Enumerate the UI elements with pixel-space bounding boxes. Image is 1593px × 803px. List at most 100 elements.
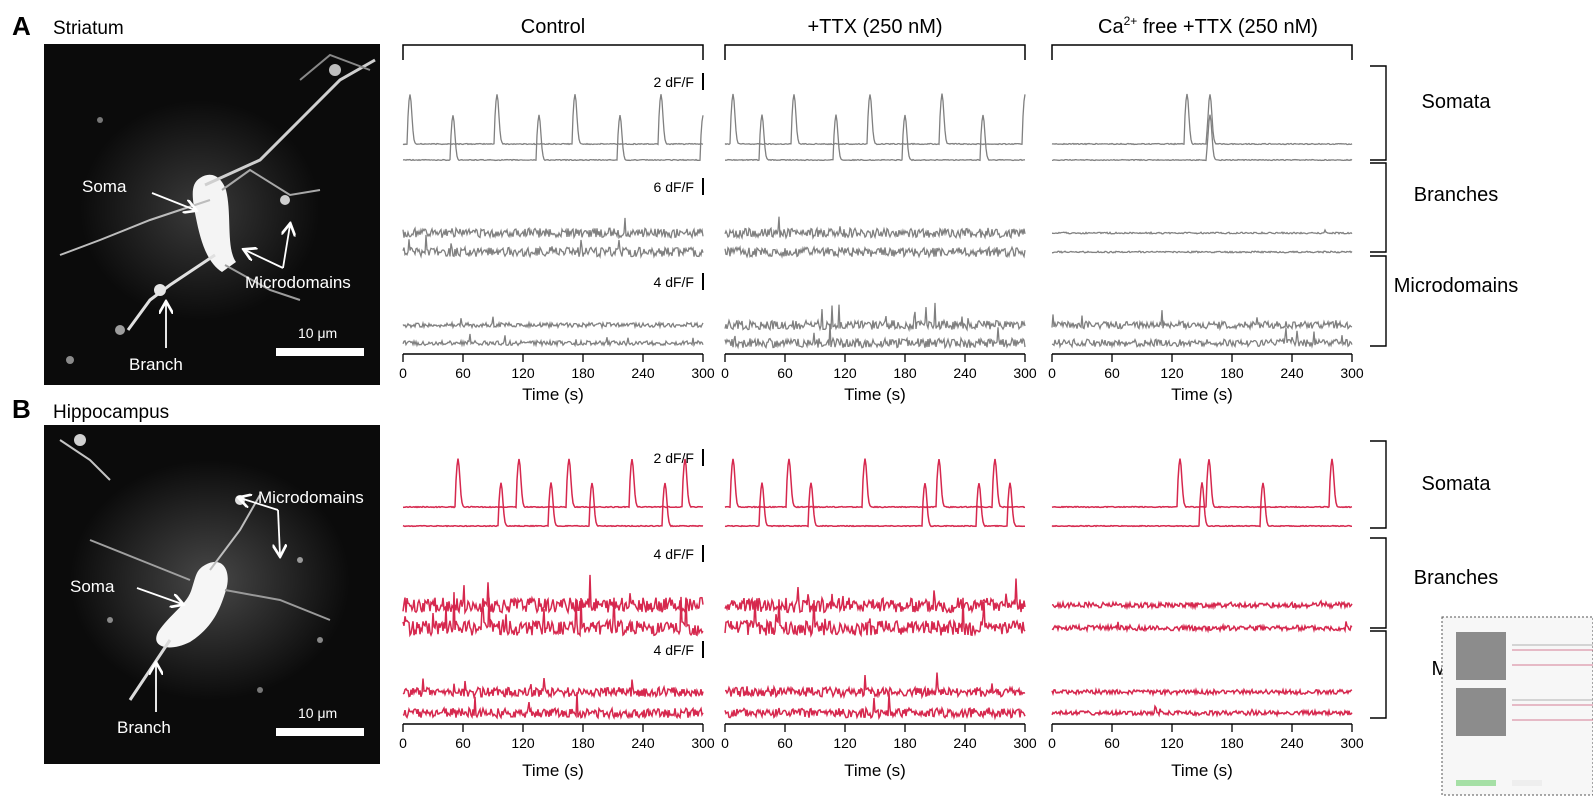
- trace-a-micro-cafree-1: [1051, 310, 1353, 331]
- x-tick-label: 300: [1340, 365, 1364, 381]
- x-tick-label: 0: [1048, 735, 1056, 751]
- scale-label-a: 10 μm: [298, 325, 337, 341]
- row-bracket-b-2: [1370, 630, 1387, 719]
- x-tick-label: 180: [1220, 735, 1244, 751]
- row-bracket-a-2: [1370, 255, 1387, 347]
- x-tick-label: 240: [631, 735, 655, 751]
- x-tick-label: 240: [631, 365, 655, 381]
- trace-b-micro-ttx-1: [725, 672, 1026, 700]
- scale-bar-b: [276, 728, 364, 736]
- scale-bar-a: [276, 348, 364, 356]
- trace-a-branch-ttx-1: [724, 216, 1026, 240]
- x-tick-label: 120: [511, 365, 535, 381]
- trace-a-branch-cafree-2: [1051, 250, 1353, 254]
- branch-label-b: Branch: [117, 718, 171, 737]
- row-label-b-0: Somata: [1422, 473, 1492, 495]
- x-axis-label-b-cafree: Time (s): [1171, 761, 1233, 780]
- trace-a-branch-control-2: [402, 234, 704, 259]
- trace-b-soma-ttx-2: [724, 482, 1025, 528]
- trace-a-micro-cafree-2: [1051, 327, 1353, 349]
- x-axis-label-a-control: Time (s): [522, 385, 584, 404]
- scalebar-label-b-0: 2 dF/F: [654, 450, 694, 466]
- row-label-a-0: Somata: [1422, 91, 1492, 113]
- traces: [402, 93, 1353, 721]
- trace-b-micro-ttx-2: [724, 693, 1026, 721]
- x-tick-label: 0: [721, 365, 729, 381]
- micrograph-striatum: Soma Microdomains Branch 10 μm: [44, 44, 380, 385]
- row-label-a-1: Branches: [1414, 184, 1499, 206]
- x-tick-label: 60: [455, 735, 471, 751]
- condition-bracket-cafree: [1051, 44, 1353, 60]
- scalebar-label-a-1: 6 dF/F: [654, 179, 694, 195]
- x-tick-label: 300: [1013, 365, 1037, 381]
- branch-label-a: Branch: [129, 355, 183, 374]
- panel-b: B Hippocampus Microdomains Soma Branch 1: [12, 394, 380, 764]
- x-tick-label: 120: [1160, 365, 1184, 381]
- scalebar-label-a-0: 2 dF/F: [654, 74, 694, 90]
- scalebar-label-b-1: 4 dF/F: [654, 546, 694, 562]
- scale-label-b: 10 μm: [298, 705, 337, 721]
- panel-a-region: Striatum: [53, 18, 124, 39]
- x-tick-label: 60: [455, 365, 471, 381]
- panel-b-region: Hippocampus: [53, 402, 169, 423]
- x-tick-label: 240: [953, 735, 977, 751]
- x-tick-label: 240: [1280, 365, 1304, 381]
- trace-a-branch-control-1: [402, 217, 704, 240]
- x-tick-label: 60: [1104, 735, 1120, 751]
- x-tick-label: 180: [571, 735, 595, 751]
- trace-a-soma-cafree-2: [1051, 114, 1353, 162]
- x-axis-label-a-ttx: Time (s): [844, 385, 906, 404]
- trace-a-branch-ttx-2: [724, 244, 1026, 259]
- x-axis-label-b-control: Time (s): [522, 761, 584, 780]
- x-tick-label: 60: [1104, 365, 1120, 381]
- micrograph-hippocampus: Microdomains Soma Branch 10 μm: [44, 425, 380, 764]
- row-bracket-a-1: [1370, 162, 1387, 253]
- trace-a-micro-control-2: [402, 333, 704, 348]
- trace-a-soma-control-2: [402, 114, 704, 162]
- scalebar-label-b-2: 4 dF/F: [654, 642, 694, 658]
- x-axis-label-b-ttx: Time (s): [844, 761, 906, 780]
- condition-bracket-ttx: [724, 44, 1026, 60]
- axes: 2 dF/F 6 dF/F 4 dF/F 0 60 120 180 240 300 Time (s…: [399, 73, 1364, 780]
- x-tick-label: 240: [953, 365, 977, 381]
- panel-a-letter: A: [12, 11, 31, 41]
- row-bracket-b-0: [1370, 440, 1387, 529]
- x-tick-label: 60: [777, 365, 793, 381]
- row-label-b-1: Branches: [1414, 567, 1499, 589]
- trace-b-micro-control-2: [402, 692, 704, 721]
- trace-b-soma-cafree-1: [1051, 458, 1353, 509]
- trace-a-branch-cafree-1: [1051, 228, 1353, 235]
- x-tick-label: 180: [571, 365, 595, 381]
- trace-a-micro-control-1: [402, 316, 704, 330]
- trace-b-micro-control-1: [402, 678, 704, 699]
- trace-a-micro-ttx-1: [724, 302, 1026, 333]
- trace-a-soma-control-1: [402, 94, 704, 146]
- trace-b-branch-ttx-2: [724, 597, 1026, 638]
- x-tick-label: 0: [399, 735, 407, 751]
- panel-b-letter: B: [12, 394, 31, 424]
- x-tick-label: 120: [1160, 735, 1184, 751]
- x-tick-label: 240: [1280, 735, 1304, 751]
- trace-b-micro-cafree-1: [1051, 687, 1353, 697]
- x-tick-label: 300: [1340, 735, 1364, 751]
- microdomains-label-a: Microdomains: [245, 273, 351, 292]
- row-bracket-a-0: [1370, 65, 1387, 161]
- panel-a: A Striatum Soma Microdomains Branch: [12, 11, 380, 385]
- x-tick-label: 300: [691, 365, 715, 381]
- trace-b-branch-control-1: [402, 574, 704, 616]
- thumbnail-preview[interactable]: [1441, 616, 1593, 796]
- trace-b-micro-cafree-2: [1051, 704, 1353, 718]
- trace-b-soma-cafree-2: [1051, 482, 1352, 528]
- trace-a-soma-ttx-2: [725, 114, 1026, 162]
- trace-b-branch-control-2: [402, 592, 704, 638]
- x-tick-label: 60: [777, 735, 793, 751]
- x-tick-label: 0: [721, 735, 729, 751]
- x-tick-label: 180: [893, 365, 917, 381]
- x-tick-label: 120: [511, 735, 535, 751]
- row-bracket-b-1: [1370, 537, 1387, 629]
- trace-b-branch-cafree-2: [1051, 621, 1353, 634]
- soma-label-b: Soma: [70, 577, 115, 596]
- scalebar-label-a-2: 4 dF/F: [654, 274, 694, 290]
- x-tick-label: 0: [1048, 365, 1056, 381]
- trace-b-branch-ttx-1: [724, 578, 1026, 614]
